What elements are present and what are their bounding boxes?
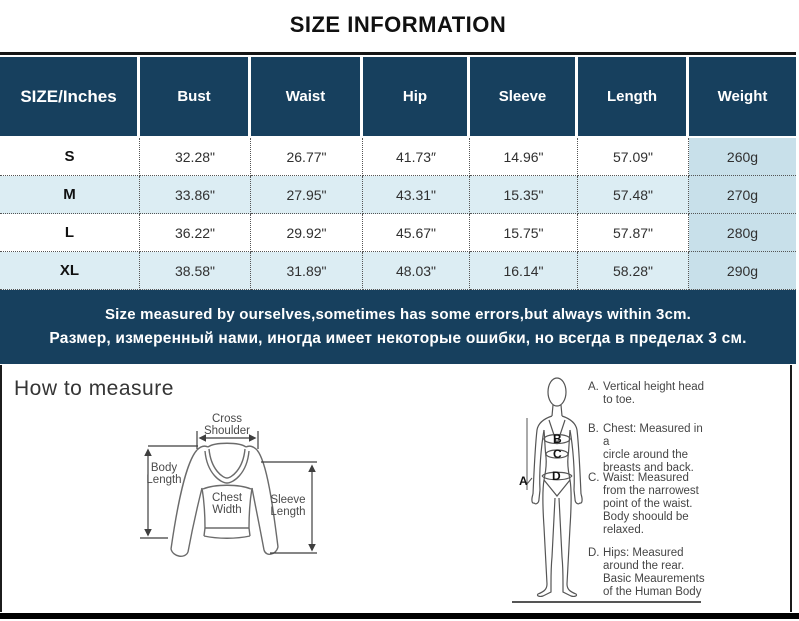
chest-width-label-line2: Width xyxy=(212,504,241,516)
body-figure-diagram: A B C D xyxy=(519,377,583,597)
annotation-line: from the narrowest xyxy=(603,484,699,497)
bust-value: 36.22" xyxy=(140,214,251,252)
size-label: XL xyxy=(0,252,140,290)
table-row-s: S 32.28" 26.77" 41.73″ 14.96" 57.09" 260… xyxy=(0,138,796,176)
sleeve-value: 15.35" xyxy=(470,176,578,214)
sleeve-length-label-line2: Length xyxy=(270,506,305,518)
annotation-line: to toe. xyxy=(603,393,635,406)
annotation-line: Body shoould be xyxy=(603,510,689,523)
size-label: M xyxy=(0,176,140,214)
annotation-hips: D. Hips: Measured around the rear. Basic… xyxy=(588,547,710,599)
header-size-inches: SIZE/Inches xyxy=(0,57,140,138)
annotation-text: Hips: Measured around the rear. Basic Me… xyxy=(603,547,705,599)
annotation-line: Basic Meaurements xyxy=(603,572,705,585)
waist-value: 29.92" xyxy=(251,214,363,252)
shirt-outline xyxy=(170,442,279,557)
cross-shoulder-label-line1: Cross xyxy=(212,413,242,425)
body-length-label-line2: Length xyxy=(146,474,181,486)
header-bust: Bust xyxy=(140,57,251,138)
garment-diagram: Cross Shoulder Body Length Chest Width S… xyxy=(140,413,317,557)
cross-shoulder-label-line2: Shoulder xyxy=(204,425,250,437)
header-weight: Weight xyxy=(689,57,796,138)
weight-value: 270g xyxy=(689,176,796,214)
annotation-text: Waist: Measured from the narrowest point… xyxy=(603,472,699,537)
bust-value: 32.28" xyxy=(140,138,251,176)
annotation-line: Hips: Measured xyxy=(603,547,684,559)
body-length-label-line1: Body xyxy=(151,462,177,474)
chest-width-label-line1: Chest xyxy=(212,492,243,504)
notice-text-english: Size measured by ourselves,sometimes has… xyxy=(104,306,692,323)
annotation-height: A. Vertical height head to toe. xyxy=(588,381,710,407)
annotation-line: of the Human Body xyxy=(603,585,702,598)
sleeve-value: 15.75" xyxy=(470,214,578,252)
annotation-key: A. xyxy=(588,381,599,393)
annotation-text: Vertical height head to toe. xyxy=(603,381,704,407)
hip-value: 48.03" xyxy=(363,252,470,290)
table-row-l: L 36.22" 29.92" 45.67" 15.75" 57.87" 280… xyxy=(0,214,796,252)
length-value: 58.28" xyxy=(578,252,689,290)
left-border xyxy=(0,365,2,612)
header-hip: Hip xyxy=(363,57,470,138)
header-sleeve: Sleeve xyxy=(470,57,578,138)
waist-value: 31.89" xyxy=(251,252,363,290)
size-table-header-row: SIZE/Inches Bust Waist Hip Sleeve Length… xyxy=(0,57,796,138)
annotation-key: D. xyxy=(588,547,600,559)
size-label: S xyxy=(0,138,140,176)
body-outline xyxy=(526,377,583,597)
sleeve-value: 16.14" xyxy=(470,252,578,290)
annotation-line: Waist: Measured xyxy=(603,472,689,484)
annotation-line: Vertical height head xyxy=(603,381,705,393)
weight-value: 290g xyxy=(689,252,796,290)
title-divider xyxy=(0,52,796,55)
size-label: L xyxy=(0,214,140,252)
page-title: SIZE INFORMATION xyxy=(289,12,507,37)
figure-label-d: D xyxy=(552,469,561,483)
annotation-key: B. xyxy=(588,423,599,435)
notice-text-russian: Размер, измеренный нами, иногда имеет не… xyxy=(49,330,747,347)
annotation-key: C. xyxy=(588,472,600,484)
waist-value: 27.95" xyxy=(251,176,363,214)
hip-value: 43.31" xyxy=(363,176,470,214)
notice-banner: Size measured by ourselves,sometimes has… xyxy=(0,290,796,364)
hip-value: 45.67" xyxy=(363,214,470,252)
sleeve-value: 14.96" xyxy=(470,138,578,176)
bust-value: 38.58" xyxy=(140,252,251,290)
waist-value: 26.77" xyxy=(251,138,363,176)
annotation-line: Chest: Measured in a xyxy=(603,423,703,448)
header-length: Length xyxy=(578,57,689,138)
annotation-line: breasts and back. xyxy=(603,461,694,474)
measure-arrows xyxy=(140,431,317,554)
sleeve-length-label-line1: Sleeve xyxy=(270,494,305,506)
figure-label-a: A xyxy=(519,474,528,488)
annotation-line: relaxed. xyxy=(603,523,644,536)
length-value: 57.09" xyxy=(578,138,689,176)
weight-value: 280g xyxy=(689,214,796,252)
table-row-xl: XL 38.58" 31.89" 48.03" 16.14" 58.28" 29… xyxy=(0,252,796,290)
annotation-waist: C. Waist: Measured from the narrowest po… xyxy=(588,472,710,537)
figure-label-b: B xyxy=(553,432,562,446)
weight-value: 260g xyxy=(689,138,796,176)
size-table: SIZE/Inches Bust Waist Hip Sleeve Length… xyxy=(0,57,796,290)
table-row-m: M 33.86" 27.95" 43.31" 15.35" 57.48" 270… xyxy=(0,176,796,214)
right-border xyxy=(790,365,792,612)
annotation-chest: B. Chest: Measured in a circle around th… xyxy=(588,423,710,475)
annotation-line: around the rear. xyxy=(603,559,685,572)
annotation-line: point of the waist. xyxy=(603,497,693,510)
length-value: 57.48" xyxy=(578,176,689,214)
bottom-border xyxy=(0,613,799,619)
length-value: 57.87" xyxy=(578,214,689,252)
hip-value: 41.73″ xyxy=(363,138,470,176)
how-to-measure-heading: How to measure xyxy=(14,377,174,400)
header-waist: Waist xyxy=(251,57,363,138)
ground-line xyxy=(512,601,701,603)
bust-value: 33.86" xyxy=(140,176,251,214)
annotation-line: circle around the xyxy=(603,448,689,461)
figure-label-c: C xyxy=(553,447,562,461)
annotation-text: Chest: Measured in a circle around the b… xyxy=(603,423,710,475)
